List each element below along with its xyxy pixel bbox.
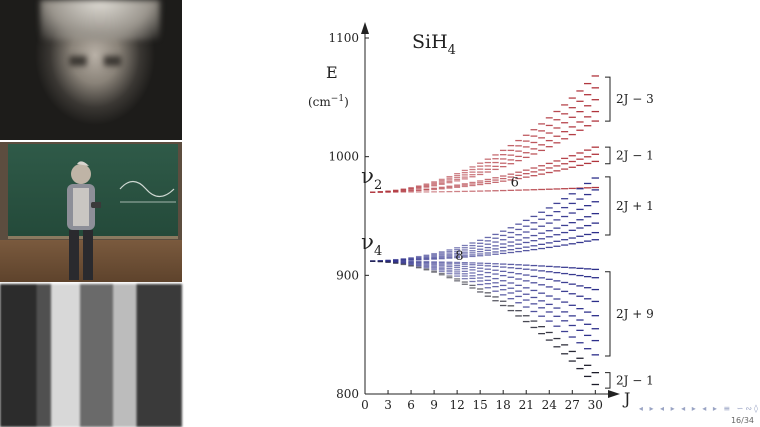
page-number: 16/34 xyxy=(730,416,754,425)
bracket-label: 2J − 1 xyxy=(616,373,654,387)
brackets: 2J − 3 2J − 1 2J + 1 2J + 9 2J − 1 xyxy=(605,76,654,389)
bracket-label: 2J − 3 xyxy=(616,92,654,106)
bracket xyxy=(605,176,611,236)
x-tick-label: 15 xyxy=(473,398,488,412)
y-axis-unit: (cm−1) xyxy=(308,94,349,109)
annotations: ν2 ν4 6 8 xyxy=(361,164,519,264)
face-eyes xyxy=(62,56,132,66)
video-column xyxy=(0,0,182,427)
energy-series xyxy=(370,120,600,193)
bracket-label: 2J + 1 xyxy=(616,199,654,213)
lecturer-figure xyxy=(67,161,101,280)
energy-series xyxy=(370,212,600,262)
y-tick-label: 1100 xyxy=(328,31,359,45)
y-axis-arrow xyxy=(361,22,369,34)
slide-navigation[interactable]: ◂ ▸ ◂ ▸ ◂ ▸ ◂ ▸ ≡ ∽∾◊ xyxy=(638,404,760,413)
energy-series xyxy=(370,153,600,193)
x-axis-label: J xyxy=(622,389,630,408)
mode-label: ν4 xyxy=(361,230,382,259)
x-tick-label: 21 xyxy=(519,398,534,412)
energy-series xyxy=(370,260,600,330)
x-tick-label: 30 xyxy=(588,398,603,412)
energy-series xyxy=(370,189,600,262)
x-tick-label: 18 xyxy=(496,398,511,412)
energy-series xyxy=(370,160,600,193)
energy-series xyxy=(370,222,600,262)
y-tick-label: 1000 xyxy=(328,150,359,164)
energy-series xyxy=(370,75,600,193)
energy-series xyxy=(370,260,600,279)
bracket xyxy=(605,146,611,165)
bracket xyxy=(605,372,611,389)
lecture-hall-video xyxy=(0,142,182,282)
x-tick-label: 6 xyxy=(407,398,415,412)
face-hair xyxy=(40,0,160,40)
energy-series xyxy=(370,260,600,356)
x-tick-label: 12 xyxy=(449,398,464,412)
y-tick-label: 900 xyxy=(336,268,359,282)
series-marks xyxy=(370,75,600,386)
bracket-label: 2J + 9 xyxy=(616,307,654,321)
energy-series xyxy=(370,260,600,374)
x-tick-label: 9 xyxy=(430,398,438,412)
speaker-face-video xyxy=(0,0,182,140)
count-label: 6 xyxy=(511,175,519,190)
y-axis-label: E xyxy=(326,63,338,82)
energy-series xyxy=(370,260,600,386)
x-tick-label: 3 xyxy=(384,398,392,412)
energy-series xyxy=(370,177,600,262)
board-sketch xyxy=(119,180,176,203)
energy-series xyxy=(370,260,600,303)
axis-ticks: 0 3 6 9 12 15 18 21 24 27 30 800 900 1000 1100 xyxy=(328,31,603,412)
energy-series xyxy=(370,260,600,291)
energy-level-chart: 0 3 6 9 12 15 18 21 24 27 30 800 900 1000 1100 SiH4 E … xyxy=(290,18,670,418)
mode-label: ν2 xyxy=(361,164,382,193)
energy-series xyxy=(370,260,600,317)
x-axis-arrow xyxy=(608,390,620,398)
bracket-label: 2J − 1 xyxy=(616,148,654,162)
energy-series xyxy=(370,231,600,262)
chart-title: SiH4 xyxy=(412,31,456,58)
energy-series xyxy=(370,110,600,193)
bracket xyxy=(605,76,611,122)
energy-series xyxy=(370,201,600,262)
energy-series xyxy=(370,260,600,342)
x-tick-label: 24 xyxy=(542,398,558,412)
x-tick-label: 0 xyxy=(361,398,369,412)
energy-series xyxy=(370,87,600,193)
closeup-video xyxy=(0,284,182,427)
energy-series xyxy=(370,239,600,262)
y-tick-label: 800 xyxy=(336,387,359,401)
count-label: 8 xyxy=(455,249,463,264)
energy-series xyxy=(370,260,600,271)
bracket xyxy=(605,271,611,357)
energy-series xyxy=(370,146,600,193)
x-tick-label: 27 xyxy=(565,398,580,412)
